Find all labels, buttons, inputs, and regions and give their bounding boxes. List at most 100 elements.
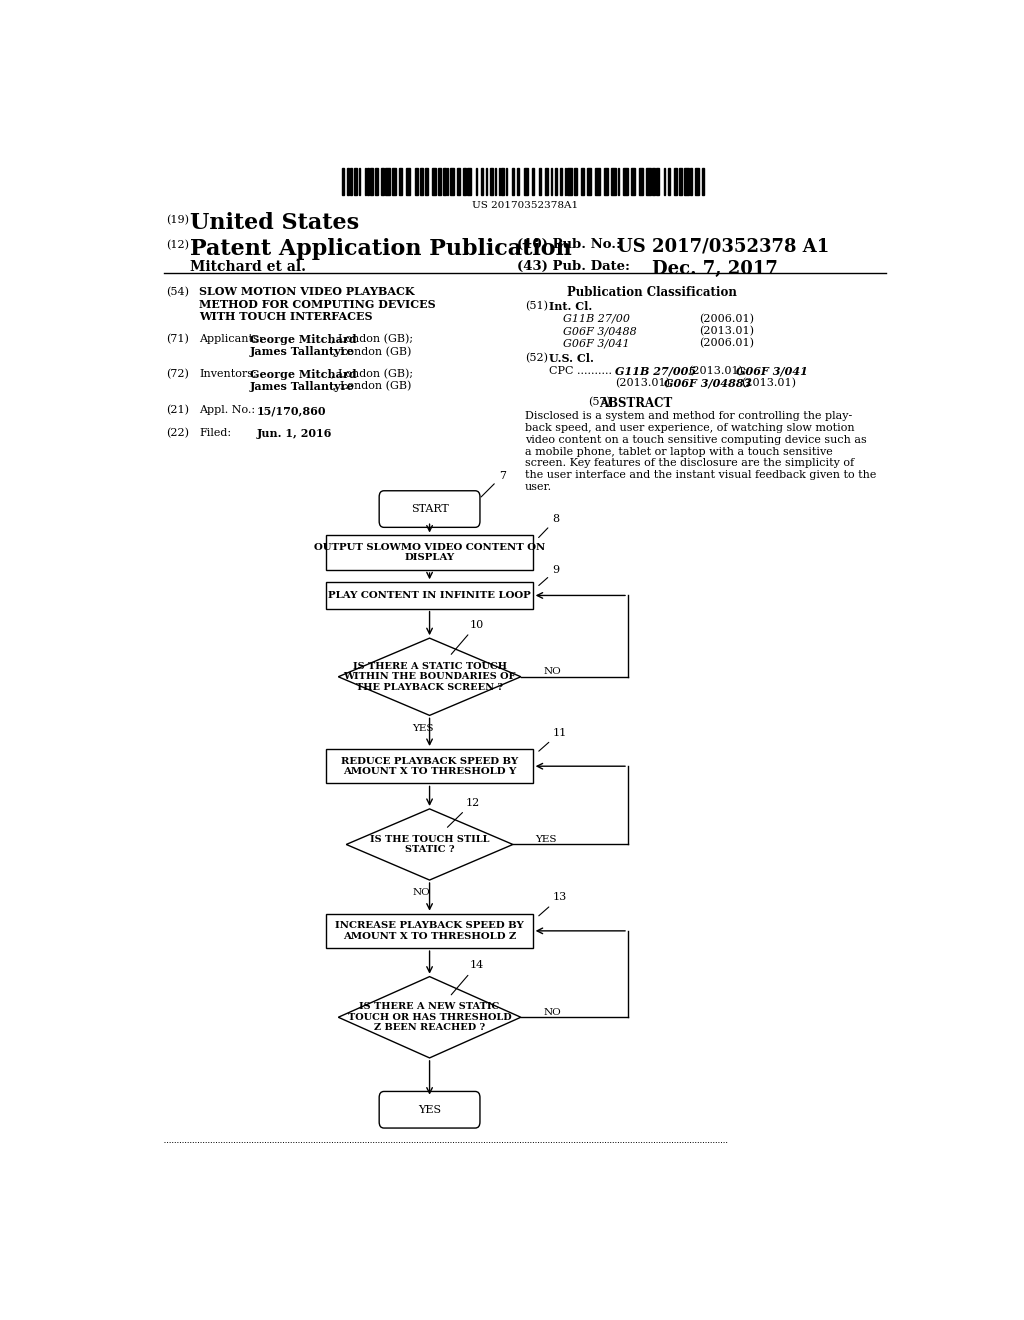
- Text: YES: YES: [413, 723, 434, 733]
- Bar: [506, 168, 507, 195]
- Text: ABSTRACT: ABSTRACT: [599, 397, 673, 411]
- Bar: [631, 168, 635, 195]
- Text: G11B 27/005: G11B 27/005: [615, 366, 696, 376]
- Text: , London (GB): , London (GB): [333, 346, 411, 356]
- Text: James Tallantyre: James Tallantyre: [250, 381, 355, 392]
- Bar: [701, 168, 705, 195]
- Text: NO: NO: [543, 667, 561, 676]
- Bar: [485, 168, 487, 195]
- Text: 11: 11: [539, 727, 567, 751]
- Text: 14: 14: [452, 961, 483, 995]
- Bar: [476, 168, 477, 195]
- Bar: [555, 168, 557, 195]
- Text: Int. Cl.: Int. Cl.: [549, 301, 592, 312]
- Text: (43) Pub. Date:: (43) Pub. Date:: [517, 260, 630, 273]
- Text: US 2017/0352378 A1: US 2017/0352378 A1: [616, 238, 829, 256]
- Text: WITH TOUCH INTERFACES: WITH TOUCH INTERFACES: [200, 312, 373, 322]
- Bar: [327, 582, 532, 609]
- Bar: [604, 168, 608, 195]
- Text: (57): (57): [588, 397, 611, 408]
- Bar: [695, 168, 699, 195]
- Text: (2013.01);: (2013.01);: [688, 366, 748, 376]
- Text: , London (GB);: , London (GB);: [331, 334, 414, 345]
- Text: Disclosed is a system and method for controlling the play-: Disclosed is a system and method for con…: [524, 412, 852, 421]
- Text: United States: United States: [189, 213, 359, 234]
- Text: G06F 3/0488: G06F 3/0488: [563, 326, 637, 337]
- Text: 13: 13: [539, 892, 567, 916]
- Text: (51): (51): [524, 301, 548, 312]
- Text: (21): (21): [166, 405, 189, 416]
- Bar: [652, 168, 655, 195]
- Bar: [675, 168, 677, 195]
- Text: James Tallantyre: James Tallantyre: [250, 346, 355, 358]
- Bar: [512, 168, 514, 195]
- Bar: [365, 168, 366, 195]
- Bar: [532, 168, 535, 195]
- Bar: [516, 168, 519, 195]
- Text: 8: 8: [539, 515, 560, 537]
- Bar: [611, 168, 615, 195]
- Bar: [587, 168, 591, 195]
- Bar: [551, 168, 552, 195]
- Text: NO: NO: [543, 1007, 561, 1016]
- Text: (19): (19): [166, 215, 189, 226]
- Text: PLAY CONTENT IN INFINITE LOOP: PLAY CONTENT IN INFINITE LOOP: [329, 591, 530, 601]
- Bar: [573, 168, 577, 195]
- Bar: [624, 168, 628, 195]
- Text: G06F 3/04883: G06F 3/04883: [665, 378, 752, 389]
- Text: back speed, and user experience, of watching slow motion: back speed, and user experience, of watc…: [524, 424, 854, 433]
- Text: (10) Pub. No.:: (10) Pub. No.:: [517, 238, 621, 251]
- Bar: [463, 168, 466, 195]
- Bar: [581, 168, 584, 195]
- Text: a mobile phone, tablet or laptop with a touch sensitive: a mobile phone, tablet or laptop with a …: [524, 446, 833, 457]
- Bar: [467, 168, 471, 195]
- Text: Dec. 7, 2017: Dec. 7, 2017: [652, 260, 777, 279]
- Polygon shape: [338, 977, 521, 1057]
- Bar: [495, 168, 497, 195]
- Text: G06F 3/041: G06F 3/041: [563, 338, 630, 348]
- Bar: [639, 168, 643, 195]
- Text: Applicants:: Applicants:: [200, 334, 263, 345]
- Text: , London (GB): , London (GB): [333, 381, 411, 391]
- Bar: [595, 168, 600, 195]
- Bar: [567, 168, 571, 195]
- Bar: [385, 168, 389, 195]
- Bar: [368, 168, 369, 195]
- Text: Jun. 1, 2016: Jun. 1, 2016: [257, 428, 332, 438]
- Bar: [450, 168, 455, 195]
- Bar: [684, 168, 689, 195]
- Bar: [350, 168, 351, 195]
- Text: INCREASE PLAYBACK SPEED BY
AMOUNT X TO THRESHOLD Z: INCREASE PLAYBACK SPEED BY AMOUNT X TO T…: [335, 921, 524, 941]
- Text: , London (GB);: , London (GB);: [331, 368, 414, 379]
- Text: 7: 7: [481, 470, 506, 496]
- Text: Patent Application Publication: Patent Application Publication: [189, 238, 571, 260]
- Bar: [545, 168, 548, 195]
- Bar: [375, 168, 378, 195]
- Text: George Mitchard: George Mitchard: [250, 368, 356, 380]
- FancyBboxPatch shape: [379, 491, 480, 528]
- Text: SLOW MOTION VIDEO PLAYBACK: SLOW MOTION VIDEO PLAYBACK: [200, 286, 415, 297]
- Text: IS THERE A STATIC TOUCH
WITHIN THE BOUNDARIES OF
THE PLAYBACK SCREEN ?: IS THERE A STATIC TOUCH WITHIN THE BOUND…: [343, 661, 516, 692]
- Text: (72): (72): [166, 368, 189, 379]
- Bar: [425, 168, 428, 195]
- Text: (22): (22): [166, 428, 189, 438]
- Bar: [564, 168, 566, 195]
- Text: George Mitchard: George Mitchard: [250, 334, 356, 346]
- Bar: [415, 168, 418, 195]
- Polygon shape: [338, 638, 521, 715]
- Bar: [392, 168, 396, 195]
- Bar: [523, 168, 528, 195]
- Text: 15/170,860: 15/170,860: [257, 405, 326, 416]
- Text: (2013.01): (2013.01): [699, 326, 755, 337]
- Text: G11B 27/00: G11B 27/00: [563, 314, 630, 323]
- Bar: [342, 168, 344, 195]
- Bar: [490, 168, 493, 195]
- Text: (12): (12): [166, 240, 189, 249]
- Text: YES: YES: [418, 1105, 441, 1115]
- Bar: [327, 913, 532, 948]
- Text: (2013.01);: (2013.01);: [615, 378, 674, 388]
- Bar: [481, 168, 483, 195]
- Text: U.S. Cl.: U.S. Cl.: [549, 352, 594, 363]
- Bar: [559, 168, 562, 195]
- Text: 9: 9: [539, 565, 560, 586]
